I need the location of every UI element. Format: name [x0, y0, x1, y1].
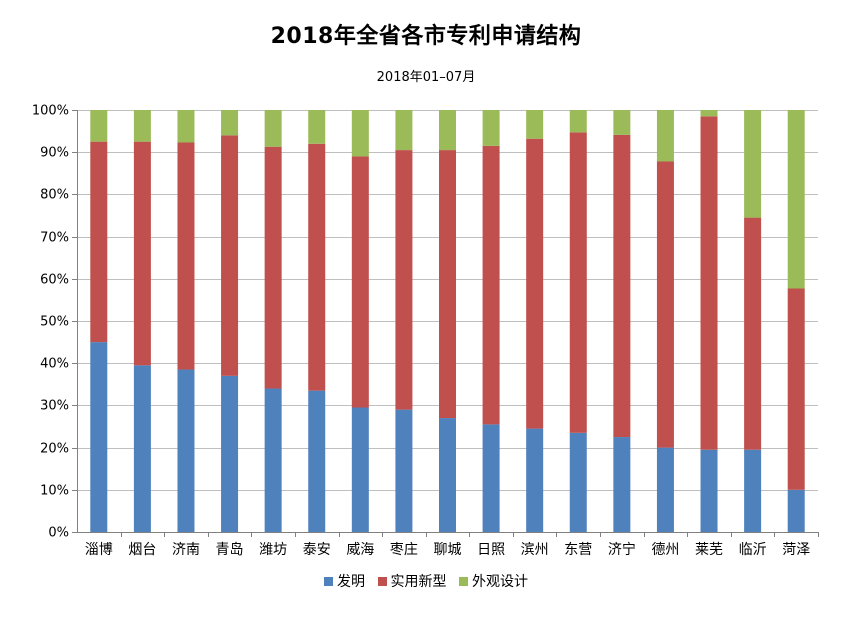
bar-segment-invention	[787, 489, 805, 532]
legend-item-utility-model: 实用新型	[377, 571, 447, 591]
legend-item-invention: 发明	[324, 571, 365, 591]
x-category-label: 烟台	[128, 542, 156, 558]
x-category-label: 聊城	[434, 542, 462, 558]
x-category-label: 泰安	[303, 542, 331, 558]
legend-swatch-design	[458, 576, 468, 586]
x-category-label: 潍坊	[259, 542, 287, 558]
legend-label-design: 外观设计	[471, 574, 528, 590]
bar-segment-utility-model	[351, 156, 369, 408]
bar-segment-design	[351, 110, 369, 157]
bar-segment-design	[569, 110, 587, 133]
bar-segment-design	[744, 110, 762, 218]
bar-segment-invention	[133, 365, 151, 532]
bar-segment-utility-model	[177, 142, 195, 370]
x-category-label: 滨州	[521, 542, 549, 558]
legend-swatch-utility-model	[377, 576, 387, 586]
x-category-label: 德州	[651, 542, 679, 558]
bar-segment-design	[90, 110, 108, 142]
legend-label-utility-model: 实用新型	[390, 574, 447, 590]
legend-label-invention: 发明	[337, 574, 366, 590]
y-tick-label: 20%	[40, 442, 69, 457]
bar-segment-utility-model	[569, 132, 587, 433]
y-tick-label: 100%	[32, 104, 69, 119]
x-category-label: 济宁	[608, 541, 636, 558]
bar-segment-invention	[482, 424, 500, 532]
bar-segment-invention	[221, 375, 239, 532]
bar-segment-utility-model	[90, 141, 108, 343]
bar-segment-utility-model	[787, 288, 805, 490]
y-tick-label: 30%	[40, 399, 69, 414]
bar-segment-invention	[177, 369, 195, 532]
y-tick-label: 70%	[40, 231, 69, 246]
bar-segment-design	[439, 110, 456, 151]
bar-segment-utility-model	[482, 145, 500, 425]
bar-segment-invention	[439, 418, 456, 532]
bar-segment-design	[177, 110, 195, 143]
x-category-label: 日照	[477, 542, 505, 558]
chart-title: 2018年全省各市专利申请结构	[270, 24, 582, 49]
bar-segment-utility-model	[395, 150, 413, 410]
bar-segment-invention	[264, 388, 282, 532]
bar-segment-invention	[569, 432, 587, 532]
y-tick-label: 60%	[40, 273, 69, 288]
bar-segment-invention	[656, 447, 674, 532]
y-tick-label: 0%	[48, 526, 69, 541]
x-category-label: 青岛	[216, 542, 244, 558]
x-category-label: 菏泽	[782, 542, 810, 558]
bar-segment-design	[700, 110, 718, 117]
bar-segment-utility-model	[439, 150, 456, 419]
bar-segment-invention	[744, 449, 762, 532]
legend-swatch-invention	[324, 576, 334, 586]
bar-segment-design	[526, 110, 544, 139]
bar-segment-design	[395, 110, 413, 151]
bar-segment-utility-model	[264, 146, 282, 389]
x-category-label: 东营	[564, 542, 592, 558]
y-tick-label: 40%	[40, 357, 69, 372]
x-category-label: 枣庄	[390, 541, 418, 558]
y-tick-label: 50%	[40, 315, 69, 330]
bar-segment-utility-model	[656, 161, 674, 448]
y-tick-label: 10%	[40, 484, 69, 499]
bar-segment-design	[482, 110, 500, 146]
bar-segment-design	[133, 110, 151, 142]
bar-segment-invention	[700, 449, 718, 532]
bar-segment-invention	[308, 390, 326, 532]
bar-segment-invention	[395, 409, 413, 532]
bar-segment-design	[308, 110, 326, 144]
y-tick-label: 80%	[40, 188, 69, 203]
bar-segment-design	[264, 110, 282, 147]
x-category-label: 莱芜	[695, 541, 723, 558]
legend-item-design: 外观设计	[458, 571, 528, 591]
bar-segment-utility-model	[526, 138, 544, 429]
bar-segment-utility-model	[221, 135, 239, 376]
bar-segment-invention	[351, 407, 369, 532]
y-tick-label: 90%	[40, 146, 69, 161]
bar-segment-invention	[90, 342, 108, 532]
chart-subtitle: 2018年01–07月	[376, 70, 476, 85]
x-category-label: 临沂	[739, 542, 767, 558]
x-category-label: 济南	[172, 542, 200, 558]
bar-segment-design	[656, 110, 674, 162]
bar-segment-utility-model	[133, 141, 151, 366]
chart-legend: 发明 实用新型 外观设计	[0, 571, 852, 591]
x-category-label: 威海	[346, 542, 374, 558]
bar-segment-utility-model	[308, 143, 326, 391]
bar-segment-utility-model	[613, 134, 631, 438]
bar-segment-utility-model	[744, 217, 762, 450]
bar-segment-invention	[526, 428, 544, 532]
bar-segment-design	[787, 110, 805, 289]
bar-segment-design	[613, 110, 631, 135]
bar-segment-invention	[613, 437, 631, 532]
bar-segment-design	[221, 110, 239, 136]
x-category-label: 淄博	[85, 541, 113, 558]
bar-segment-utility-model	[700, 116, 718, 450]
